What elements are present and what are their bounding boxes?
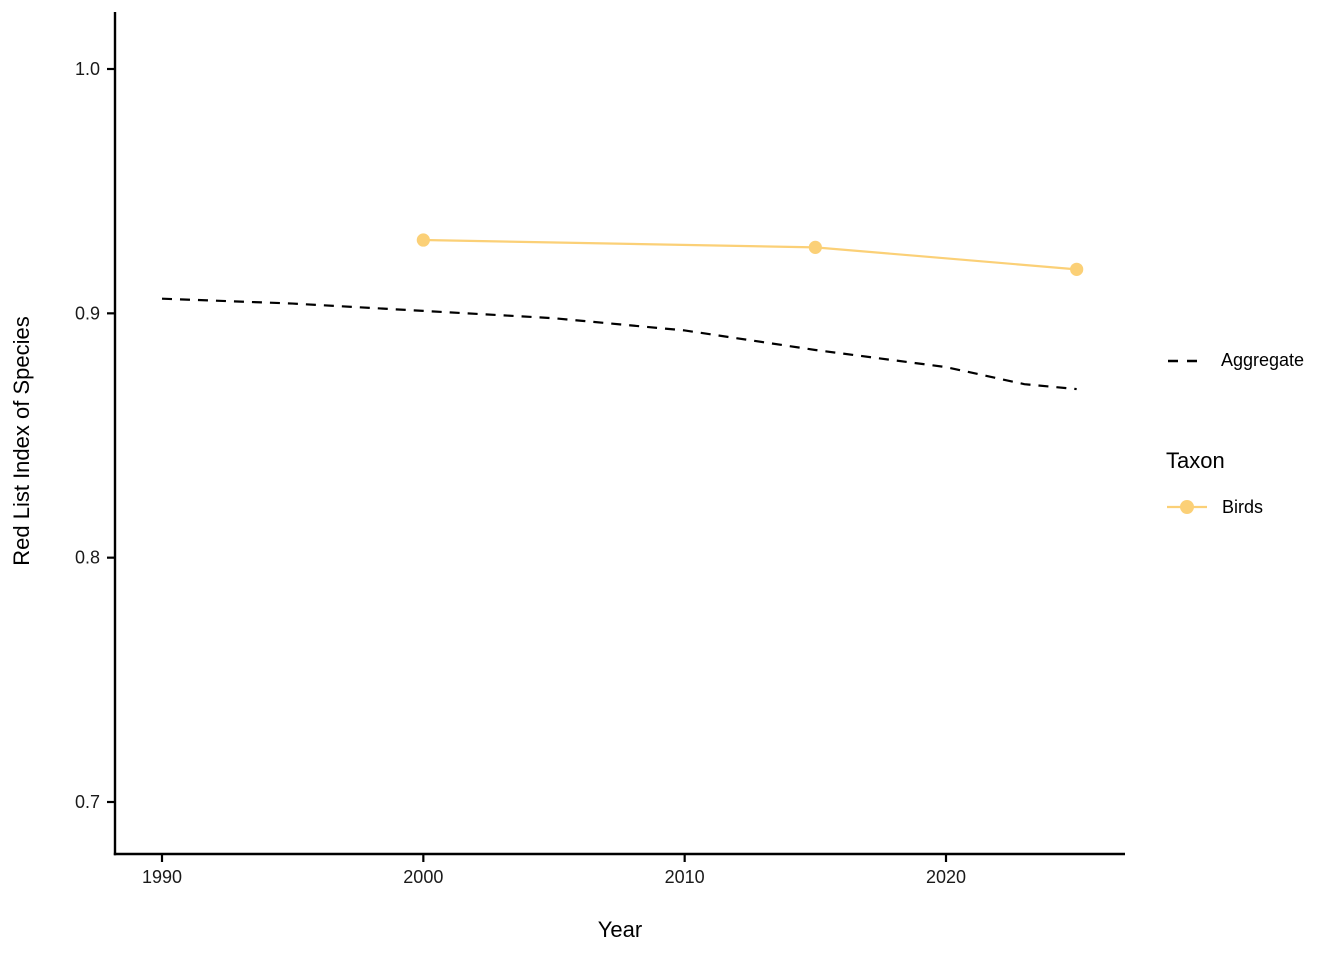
birds-point	[808, 240, 822, 254]
x-tick-label: 2000	[403, 867, 443, 887]
legend-label-birds: Birds	[1222, 496, 1264, 517]
x-tick-label: 2010	[665, 867, 705, 887]
birds-line-point-key-icon	[1167, 500, 1207, 514]
x-tick-label: 1990	[142, 867, 182, 887]
dashed-line-key-icon	[1168, 359, 1206, 362]
y-tick-label: 0.9	[75, 303, 100, 323]
birds-line	[423, 238, 1077, 271]
birds-point	[416, 233, 430, 247]
y-axis-title: Red List Index of Species	[9, 316, 34, 566]
x-axis-title: Year	[597, 917, 643, 942]
legend-label-aggregate: Aggregate	[1221, 350, 1305, 370]
legend-entry-aggregate: Aggregate	[1167, 350, 1304, 371]
legend-taxon-title: Taxon	[1166, 448, 1225, 473]
birds-point	[1070, 262, 1084, 276]
legend-entry-birds: Birds	[1166, 495, 1263, 519]
y-tick-label: 0.8	[75, 548, 100, 568]
y-tick-label: 1.0	[75, 59, 100, 79]
y-tick-label: 0.7	[75, 792, 100, 812]
aggregate-line	[161, 297, 1077, 391]
x-tick-label: 2020	[926, 867, 966, 887]
